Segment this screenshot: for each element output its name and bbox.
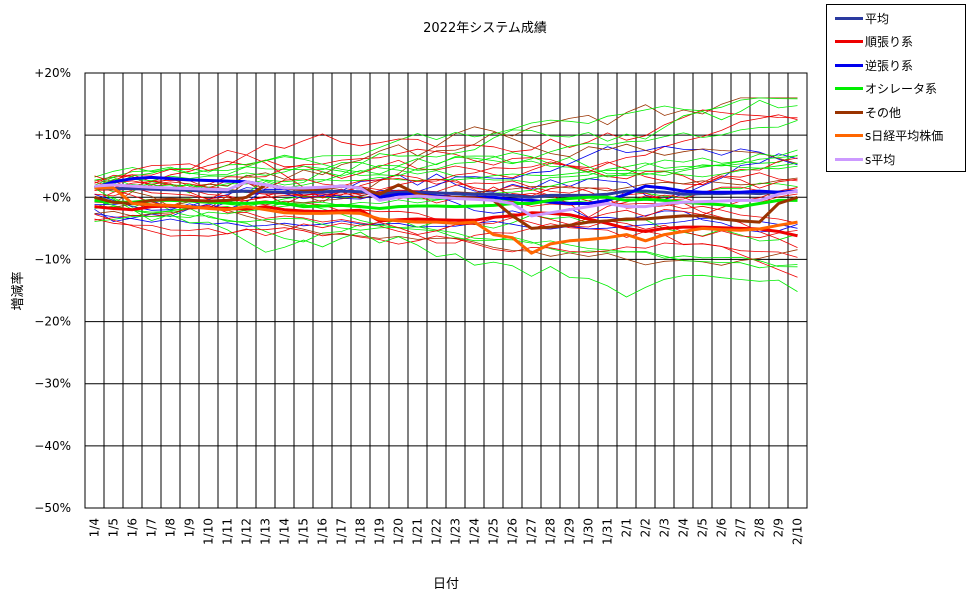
plot-area-frame [84, 72, 808, 509]
x-tick-label: 1/27 [525, 518, 539, 545]
x-tick-label: 1/12 [240, 518, 254, 545]
individual-system-line [94, 161, 798, 191]
individual-system-line [94, 187, 798, 298]
legend-label: s平均 [865, 152, 896, 167]
legend-label: 逆張り系 [865, 58, 914, 73]
x-axis-label: 日付 [433, 577, 459, 592]
series-line [94, 186, 798, 199]
x-tick-label: 1/5 [107, 518, 121, 537]
y-axis-tick-labels: +20% +10% +0% −10% −20% −30% −40% −50% [34, 66, 71, 515]
x-tick-label: 1/10 [202, 518, 216, 545]
x-tick-label: 1/4 [88, 518, 102, 537]
legend-item: 平均 [835, 8, 889, 28]
x-tick-label: 1/13 [259, 518, 273, 545]
legend-swatch [835, 16, 863, 20]
x-tick-label: 1/15 [297, 518, 311, 545]
legend-item: s日経平均株価 [835, 126, 943, 146]
legend-item: オシレータ系 [835, 79, 937, 99]
x-tick-label: 2/8 [753, 518, 767, 537]
x-tick-label: 1/11 [221, 518, 235, 545]
legend-label: オシレータ系 [865, 82, 938, 96]
y-tick-label: +20% [34, 66, 71, 80]
x-tick-label: 1/9 [183, 518, 197, 537]
chart-title: 2022年システム成績 [423, 21, 547, 36]
y-tick-label: −20% [34, 315, 71, 329]
x-tick-label: 1/6 [126, 518, 140, 537]
x-tick-label: 1/28 [544, 518, 558, 545]
x-tick-label: 1/17 [335, 518, 349, 545]
x-tick-label: 1/21 [411, 518, 425, 545]
x-tick-label: 2/10 [791, 518, 805, 545]
x-tick-label: 1/20 [392, 518, 406, 545]
x-tick-label: 1/25 [487, 518, 501, 545]
legend-item: s平均 [835, 149, 895, 169]
legend-swatch [835, 87, 863, 90]
x-tick-label: 2/6 [715, 518, 729, 537]
x-tick-label: 2/5 [696, 518, 710, 537]
individual-system-line [94, 126, 798, 191]
x-tick-label: 1/30 [582, 518, 596, 545]
x-tick-label: 1/29 [563, 518, 577, 545]
x-tick-label: 1/24 [468, 518, 482, 545]
legend-swatch [835, 157, 863, 161]
x-tick-label: 1/19 [373, 518, 387, 545]
legend-label: その他 [865, 105, 902, 120]
chart-series-lines [94, 175, 798, 255]
y-tick-label: −10% [34, 252, 71, 266]
x-tick-label: 1/18 [354, 518, 368, 545]
x-tick-label: 1/8 [164, 518, 178, 537]
legend-label: 順張り系 [865, 35, 914, 49]
individual-system-line [94, 178, 798, 209]
y-axis-label: 増減率 [10, 271, 26, 310]
legend-item: 逆張り系 [835, 55, 913, 75]
individual-system-line [94, 187, 798, 237]
x-tick-label: 2/9 [772, 518, 786, 537]
x-tick-label: 1/23 [449, 518, 463, 545]
x-tick-label: 2/4 [677, 518, 691, 537]
individual-system-line [94, 213, 798, 230]
legend-swatch [835, 40, 863, 43]
y-tick-label: −50% [34, 501, 71, 515]
individual-system-line [94, 154, 798, 184]
individual-system-line [94, 213, 798, 258]
series-line [94, 186, 798, 255]
y-tick-label: +10% [34, 128, 71, 142]
x-tick-label: 1/22 [430, 518, 444, 545]
individual-system-line [94, 200, 798, 269]
x-tick-label: 1/16 [316, 518, 330, 545]
x-tick-label: 1/7 [145, 518, 159, 537]
x-axis-tick-labels: 1/4 1/5 1/6 1/7 1/8 1/9 1/10 1/11 1/12 1/13 1/14 1/… [88, 518, 805, 545]
y-tick-label: +0% [42, 190, 71, 204]
x-tick-label: 1/31 [601, 518, 615, 545]
series-line [94, 180, 798, 218]
legend-swatch [835, 134, 863, 137]
legend-item: その他 [835, 102, 901, 122]
x-tick-label: 1/26 [506, 518, 520, 545]
x-tick-label: 2/2 [639, 518, 653, 537]
x-tick-label: 2/1 [620, 518, 634, 537]
legend-swatch [835, 110, 863, 114]
legend-label: s日経平均株価 [865, 129, 944, 143]
legend-label: 平均 [865, 11, 890, 26]
individual-system-line [94, 149, 798, 187]
individual-system-line [94, 109, 798, 183]
individual-system-line [94, 97, 798, 181]
y-tick-label: −30% [34, 377, 71, 391]
x-tick-label: 2/7 [734, 518, 748, 537]
individual-system-line [94, 114, 798, 202]
x-tick-label: 1/14 [278, 518, 292, 545]
chart-gridlines [84, 72, 808, 509]
chart-legend: 平均順張り系逆張り系オシレータ系 その他 s日経平均株価 s平均 [826, 4, 966, 172]
x-tick-label: 2/3 [658, 518, 672, 537]
legend-swatch [835, 63, 863, 67]
y-tick-label: −40% [34, 439, 71, 453]
legend-item: 順張り系 [835, 32, 913, 52]
